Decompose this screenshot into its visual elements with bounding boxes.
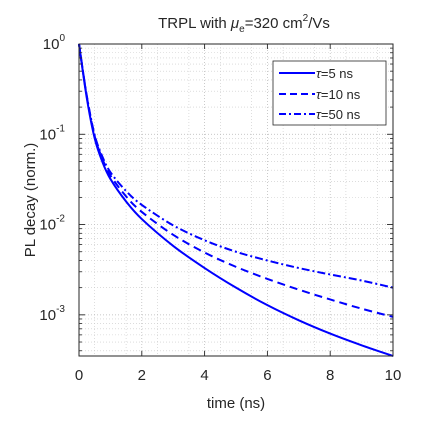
- x-tick-label: 10: [385, 367, 402, 384]
- y-tick-label: 100: [43, 33, 66, 53]
- y-tick-label: 10-1: [39, 123, 65, 143]
- x-tick-label: 8: [326, 367, 334, 384]
- legend-label-tau50: τ=50 ns: [316, 107, 361, 122]
- x-axis-label: time (ns): [207, 395, 265, 412]
- y-axis-label: PL decay (norm.): [22, 143, 39, 258]
- y-tick-label: 10-3: [39, 304, 65, 324]
- legend: τ=5 ns τ=10 ns τ=50 ns: [272, 60, 387, 126]
- x-tick-labels: 0 2 4 6 8 10: [75, 367, 402, 384]
- legend-label-tau5: τ=5 ns: [316, 66, 354, 81]
- y-tick-label: 10-2: [39, 214, 65, 234]
- series-line-3: [78, 43, 394, 289]
- x-tick-label: 6: [263, 367, 271, 384]
- y-tick-labels: 100 10-1 10-2 10-3: [39, 33, 65, 324]
- axes-box: [78, 43, 394, 357]
- x-tick-label: 2: [138, 367, 146, 384]
- x-tick-label: 0: [75, 367, 83, 384]
- x-tick-label: 4: [200, 367, 208, 384]
- series-line-2: [78, 43, 394, 318]
- axis-ticks: [78, 43, 394, 356]
- legend-label-tau10: τ=10 ns: [316, 87, 361, 102]
- chart-title: TRPL with μe=320 cm2/Vs: [158, 13, 330, 35]
- series-group: [78, 43, 394, 357]
